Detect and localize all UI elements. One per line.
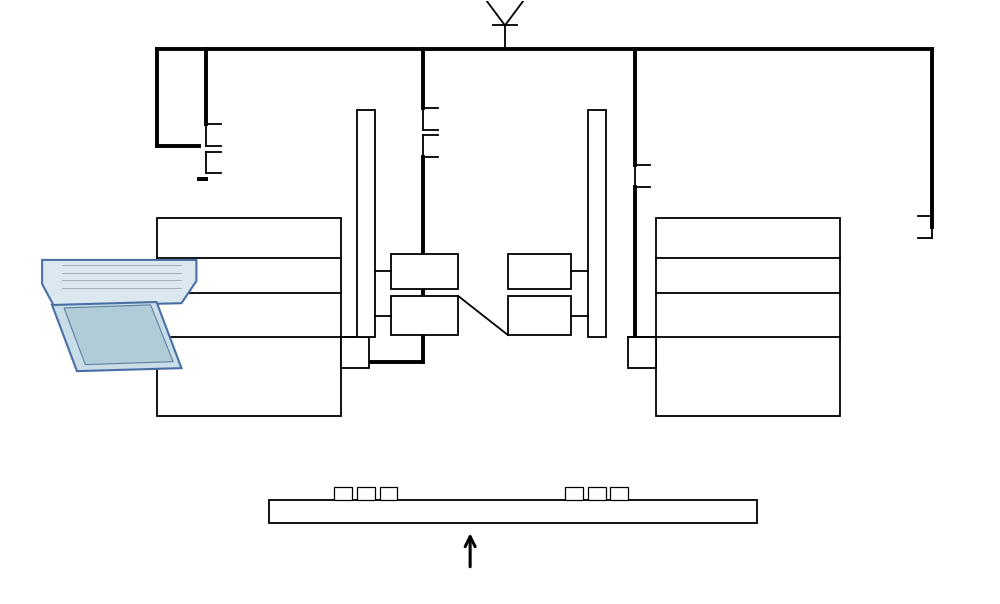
Bar [565,487,583,500]
Bar [610,487,628,500]
Bar [588,487,606,500]
Bar [157,218,341,416]
Bar [391,296,458,335]
Bar [357,109,375,337]
Bar [357,487,375,500]
Bar [334,487,352,500]
Bar [341,337,369,368]
Bar [508,296,571,335]
Bar [628,337,656,368]
Bar [508,254,571,289]
Bar [380,487,397,500]
Polygon shape [42,260,196,306]
Polygon shape [52,302,181,371]
Bar [656,218,840,416]
Polygon shape [64,305,173,365]
Bar [269,500,757,523]
Bar [391,254,458,289]
Bar [588,109,606,337]
